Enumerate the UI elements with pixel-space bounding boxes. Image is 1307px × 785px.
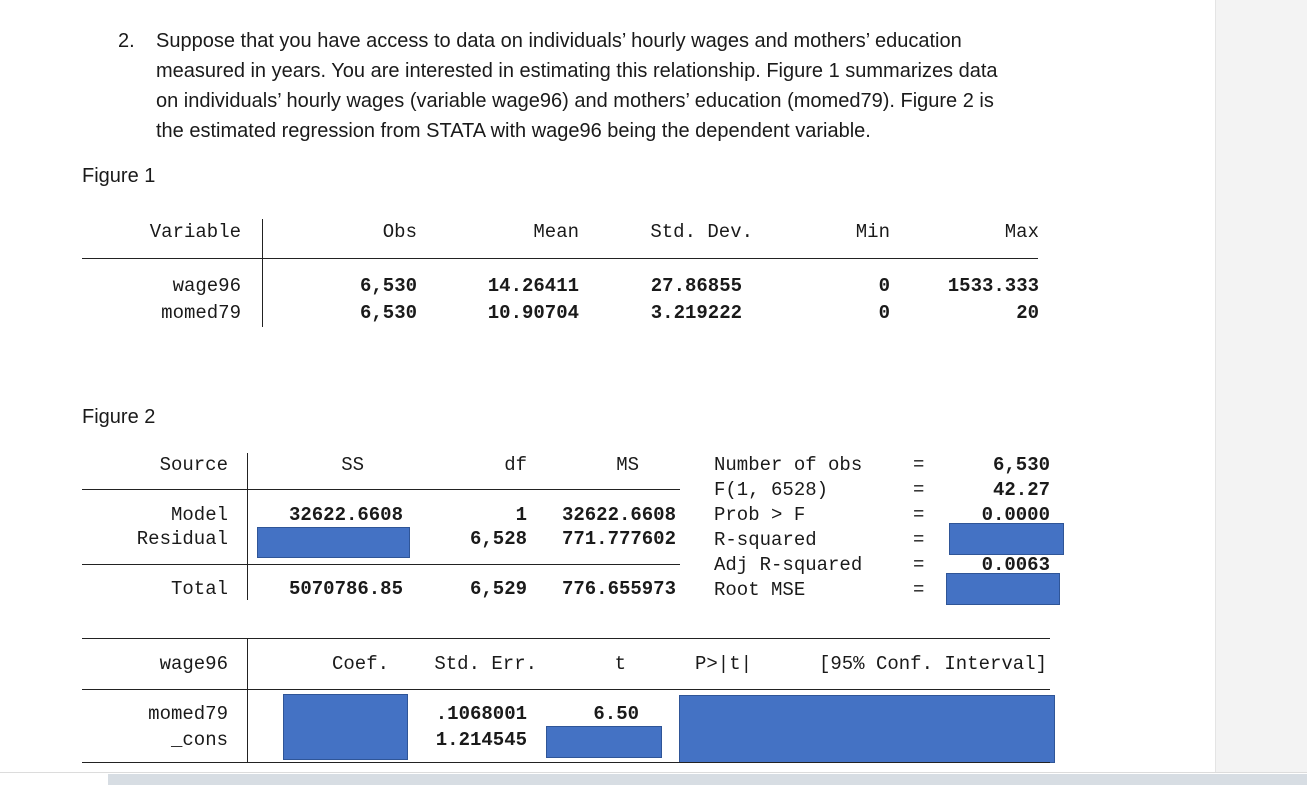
- question-number: 2.: [118, 30, 135, 52]
- figure2-label: Figure 2: [82, 406, 156, 428]
- stat-prob-f: 0.0000: [981, 504, 1050, 526]
- total-source: Total: [170, 578, 228, 600]
- row-wage96-sd: 27.86855: [650, 275, 742, 297]
- header-coef: Coef.: [331, 653, 389, 675]
- question-line: on individuals’ hourly wages (variable w…: [156, 90, 994, 112]
- bottom-scrollbar[interactable]: [0, 772, 1307, 785]
- row-momed79-max: 20: [1016, 302, 1039, 324]
- row-wage96-max: 1533.333: [947, 275, 1039, 297]
- stat-equals: =: [913, 529, 925, 551]
- total-rule: [82, 564, 680, 565]
- row-wage96-variable: wage96: [172, 275, 241, 297]
- header-ss: SS: [341, 454, 364, 476]
- stat-adj-r-squared: 0.0063: [981, 554, 1050, 576]
- header-variable: Variable: [149, 221, 241, 243]
- stat-equals: =: [913, 579, 925, 601]
- stat-f: 42.27: [992, 479, 1050, 501]
- header-p-value: P>|t|: [694, 653, 752, 675]
- stat-label: Prob > F: [714, 504, 806, 526]
- model-df: 1: [515, 504, 527, 526]
- row-momed79-sd: 3.219222: [650, 302, 742, 324]
- row-momed79-min: 0: [878, 302, 890, 324]
- coef-row-std-err: .1068001: [435, 703, 527, 725]
- model-ms: 32622.6608: [561, 504, 676, 526]
- header-dependent-var: wage96: [159, 653, 228, 675]
- question-line: measured in years. You are interested in…: [156, 60, 998, 82]
- stat-label: Number of obs: [714, 454, 863, 476]
- stat-label: R-squared: [714, 529, 817, 551]
- question-line: Suppose that you have access to data on …: [156, 30, 962, 52]
- header-rule: [82, 489, 680, 490]
- total-df: 6,529: [469, 578, 527, 600]
- question-line: the estimated regression from STATA with…: [156, 120, 871, 142]
- root-mse-redacted: [946, 573, 1060, 605]
- coef-row-variable: momed79: [148, 703, 228, 725]
- stat-number-of-obs: 6,530: [992, 454, 1050, 476]
- header-rule: [82, 689, 1050, 690]
- header-source: Source: [159, 454, 228, 476]
- row-wage96-obs: 6,530: [359, 275, 417, 297]
- header-ms: MS: [616, 454, 639, 476]
- row-wage96-min: 0: [878, 275, 890, 297]
- header-rule: [82, 258, 1038, 259]
- row-momed79-mean: 10.90704: [487, 302, 579, 324]
- top-rule: [82, 638, 1050, 639]
- header-obs: Obs: [382, 221, 417, 243]
- stat-equals: =: [913, 504, 925, 526]
- row-wage96-mean: 14.26411: [487, 275, 579, 297]
- coef-values-redacted: [283, 694, 408, 760]
- question-text: Suppose that you have access to data on …: [156, 26, 1056, 146]
- total-ss: 5070786.85: [288, 578, 403, 600]
- stat-equals: =: [913, 554, 925, 576]
- header-max: Max: [1004, 221, 1039, 243]
- residual-ms: 771.777602: [561, 528, 676, 550]
- stat-label: Root MSE: [714, 579, 806, 601]
- scrollbar-track[interactable]: [108, 774, 1307, 785]
- cons-t-redacted: [546, 726, 662, 758]
- bottom-rule: [82, 762, 1050, 763]
- coef-row-t: 6.50: [593, 703, 639, 725]
- column-divider: [247, 638, 248, 762]
- model-ss: 32622.6608: [288, 504, 403, 526]
- coef-row-variable: _cons: [170, 729, 228, 751]
- figure1-label: Figure 1: [82, 165, 156, 187]
- residual-df: 6,528: [469, 528, 527, 550]
- header-conf-interval: [95% Conf. Interval]: [818, 653, 1047, 675]
- model-source: Model: [170, 504, 228, 526]
- row-momed79-variable: momed79: [161, 302, 241, 324]
- stat-label: Adj R-squared: [714, 554, 863, 576]
- header-min: Min: [855, 221, 890, 243]
- total-ms: 776.655973: [561, 578, 676, 600]
- row-momed79-obs: 6,530: [359, 302, 417, 324]
- residual-source: Residual: [136, 528, 228, 550]
- residual-ss-redacted: [257, 527, 410, 558]
- page-margin: [1215, 0, 1307, 785]
- p-and-interval-redacted: [679, 695, 1055, 763]
- header-t: t: [614, 653, 626, 675]
- header-std-dev: Std. Dev.: [650, 221, 753, 243]
- header-df: df: [504, 454, 527, 476]
- header-std-err: Std. Err.: [434, 653, 537, 675]
- stat-equals: =: [913, 479, 925, 501]
- stat-equals: =: [913, 454, 925, 476]
- coef-row-std-err: 1.214545: [435, 729, 527, 751]
- column-divider: [247, 453, 248, 600]
- stat-label: F(1, 6528): [714, 479, 829, 501]
- column-divider: [262, 219, 263, 327]
- header-mean: Mean: [533, 221, 579, 243]
- r-squared-redacted: [949, 523, 1064, 555]
